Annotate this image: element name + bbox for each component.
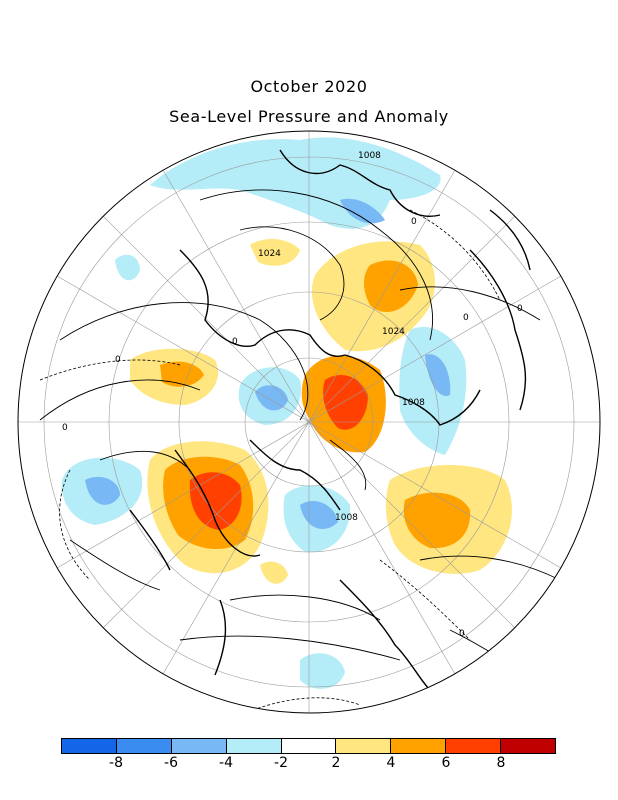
- anomaly-region-alaska-low: [399, 326, 467, 455]
- contour-label: 0: [463, 313, 469, 323]
- colorbar-swatch: [226, 739, 282, 753]
- contour-label: 0: [232, 337, 238, 347]
- map-subtitle: Sea-Level Pressure and Anomaly: [169, 107, 449, 126]
- anomaly-region-north-atlantic-core: [340, 198, 385, 224]
- anomaly-region-pole-high-core: [323, 375, 368, 430]
- colorbar-tick-label: 8: [496, 755, 506, 771]
- contour-labels: 1008 0 1024 0 0 1024 0 0 1008 0 1008 0: [62, 151, 523, 639]
- colorbar: [61, 738, 556, 754]
- coastlines: [129, 149, 531, 691]
- colorbar-tick-label: 2: [331, 755, 341, 771]
- anomaly-region-northwest-core: [160, 361, 204, 387]
- contour-label: 0: [411, 217, 417, 227]
- colorbar-swatch: [281, 739, 337, 753]
- contour-label: 0: [115, 355, 121, 365]
- contour-label: 1024: [382, 327, 405, 337]
- anomaly-region-south-low: [300, 653, 345, 689]
- anomaly-region-south-high: [260, 561, 288, 584]
- contour-label: 1008: [358, 151, 381, 161]
- map-boundary: [17, 130, 601, 714]
- colorbar-swatch: [62, 739, 117, 753]
- colorbar-tick-label: 6: [441, 755, 451, 771]
- anomaly-contours: [39, 209, 501, 713]
- colorbar-tick-label: -4: [219, 755, 233, 771]
- anomaly-region-greenland-core: [300, 501, 338, 529]
- anomaly-region-north-atlantic-low: [150, 137, 441, 229]
- colorbar-tick-label: 4: [386, 755, 396, 771]
- colorbar-swatch: [501, 739, 556, 753]
- colorbar-tick-label: -6: [164, 755, 178, 771]
- title-block: October 2020 Sea-Level Pressure and Anom…: [0, 76, 618, 136]
- colorbar-tick-label: -2: [274, 755, 288, 771]
- contour-label: 1008: [402, 398, 425, 408]
- colorbar-swatch: [446, 739, 502, 753]
- colorbar-tick-label: -8: [109, 755, 123, 771]
- colorbar-swatch: [391, 739, 447, 753]
- anomaly-region-alaska-core: [425, 354, 451, 396]
- colorbar-swatch: [336, 739, 392, 753]
- colorbar-tick-labels: -8 -6 -4 -2 2 4 6 8: [0, 755, 618, 779]
- colorbar-swatch: [171, 739, 227, 753]
- anomaly-region-atlantic-east-core: [403, 492, 471, 549]
- contour-label: 0: [517, 304, 523, 314]
- colorbar-swatch: [116, 739, 172, 753]
- anomaly-region-pacific-high-core: [364, 260, 418, 313]
- contour-label: 0: [459, 629, 465, 639]
- contour-label: 1008: [335, 513, 358, 523]
- lat-lon-grid: [18, 131, 600, 713]
- anomaly-region-europe-high-core: [189, 472, 242, 530]
- anomaly-region-siberia-core: [255, 385, 288, 411]
- map-title: October 2020: [250, 77, 368, 96]
- anomaly-shading: [61, 137, 512, 689]
- contour-label: 0: [62, 423, 68, 433]
- contour-label: 1024: [258, 249, 281, 259]
- anomaly-region-central-asia-core: [85, 476, 120, 505]
- anomaly-region-top-high: [250, 238, 300, 266]
- anomaly-region-west-low: [115, 254, 140, 281]
